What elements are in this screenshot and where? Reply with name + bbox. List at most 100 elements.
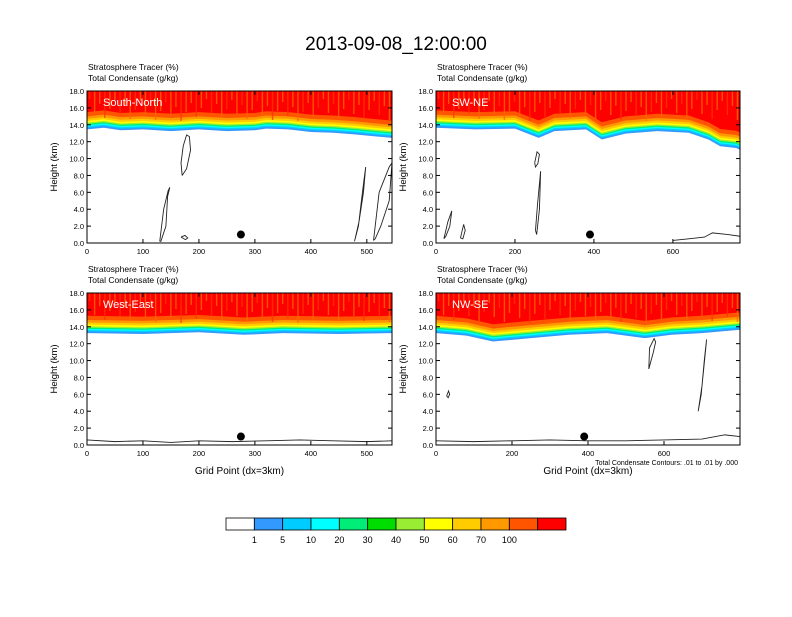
x-tick-label: 0 (85, 247, 89, 256)
colorbar-box (253, 517, 284, 531)
x-tick-label: 300 (249, 247, 262, 256)
tracer-band-9 (87, 91, 392, 121)
x-axis-label: Grid Point (dx=3km) (543, 466, 632, 477)
condensate-label: Total Condensate (g/kg) (88, 275, 178, 285)
y-tick-label: 18.0 (69, 87, 84, 96)
condensate-contour (648, 337, 657, 370)
y-axis-label: Height (km) (49, 142, 60, 191)
colorbar-label: 5 (280, 535, 285, 545)
y-tick-label: 8.0 (74, 373, 84, 382)
y-tick-label: 0.0 (423, 441, 433, 450)
condensate-contour (460, 224, 466, 240)
y-axis-label: Height (km) (49, 344, 60, 393)
x-tick-label: 600 (658, 449, 671, 458)
y-tick-label: 8.0 (423, 171, 433, 180)
y-tick-label: 2.0 (423, 222, 433, 231)
colorbar-label: 70 (476, 535, 486, 545)
colorbar-box (537, 517, 567, 531)
y-tick-label: 0.0 (423, 239, 433, 248)
condensate-contour (354, 166, 367, 242)
location-marker (585, 230, 594, 239)
colorbar-label: 40 (391, 535, 401, 545)
panel-south-north: South-North Stratosphere Tracer (%)Total … (49, 62, 393, 256)
y-tick-label: 4.0 (74, 407, 84, 416)
y-tick-label: 14.0 (418, 121, 433, 130)
tracer-label: Stratosphere Tracer (%) (88, 264, 179, 274)
x-tick-label: 100 (137, 449, 150, 458)
y-tick-label: 16.0 (69, 306, 84, 315)
y-tick-label: 16.0 (418, 306, 433, 315)
condensate-contour (534, 150, 540, 169)
condensate-label: Total Condensate (g/kg) (88, 73, 178, 83)
x-tick-label: 600 (667, 247, 680, 256)
x-tick-label: 200 (506, 449, 519, 458)
y-tick-label: 12.0 (418, 340, 433, 349)
y-tick-label: 18.0 (69, 289, 84, 298)
condensate-contour (443, 210, 453, 240)
panel-name: West-East (103, 299, 154, 311)
colorbar-box (395, 517, 425, 531)
y-tick-label: 0.0 (74, 239, 84, 248)
y-tick-label: 12.0 (418, 138, 433, 147)
y-tick-label: 4.0 (423, 205, 433, 214)
colorbar-box (367, 517, 397, 531)
tracer-band-9 (87, 293, 392, 318)
tracer-label: Stratosphere Tracer (%) (88, 62, 179, 72)
y-tick-label: 8.0 (423, 373, 433, 382)
condensate-contour (373, 161, 392, 241)
x-tick-label: 100 (137, 247, 150, 256)
y-axis-label: Height (km) (398, 142, 409, 191)
colorbar-label: 30 (363, 535, 373, 545)
colorbar-box (508, 517, 539, 531)
condensate-contour (436, 434, 740, 443)
y-tick-label: 10.0 (418, 357, 433, 366)
colorbar-label: 100 (502, 535, 517, 545)
condensate-contour (697, 339, 708, 412)
condensate-contour (180, 134, 191, 176)
x-tick-label: 200 (193, 449, 206, 458)
panel-west-east: West-East Stratosphere Tracer (%)Total Co… (49, 264, 393, 477)
y-tick-label: 8.0 (74, 171, 84, 180)
plot-frame (435, 90, 741, 244)
condensate-contour (87, 439, 392, 443)
colorbar: 1 5 10 20 30 40 50 60 70 100 (225, 517, 567, 545)
colorbar-box (423, 517, 454, 531)
y-tick-label: 10.0 (418, 155, 433, 164)
x-tick-label: 400 (305, 449, 318, 458)
y-tick-label: 14.0 (69, 121, 84, 130)
panel-name: SW-NE (452, 97, 488, 109)
y-tick-label: 4.0 (74, 205, 84, 214)
colorbar-label: 10 (306, 535, 316, 545)
y-tick-label: 2.0 (423, 424, 433, 433)
colorbar-label: 20 (334, 535, 344, 545)
y-tick-label: 16.0 (69, 104, 84, 113)
x-tick-label: 500 (361, 449, 374, 458)
contour-footnote: Total Condensate Contours: .01 to .01 by… (595, 460, 738, 467)
x-tick-label: 200 (509, 247, 522, 256)
condensate-label: Total Condensate (g/kg) (437, 73, 527, 83)
condensate-contour (672, 232, 740, 241)
figure-title: 2013-09-08_12:00:00 (305, 34, 487, 55)
condensate-contour (159, 187, 171, 242)
y-tick-label: 14.0 (418, 323, 433, 332)
panel-name: NW-SE (452, 299, 488, 311)
x-tick-label: 0 (434, 247, 438, 256)
condensate-label: Total Condensate (g/kg) (437, 275, 527, 285)
location-marker (236, 432, 245, 441)
y-tick-label: 2.0 (74, 424, 84, 433)
condensate-contour (446, 389, 451, 399)
x-axis-label: Grid Point (dx=3km) (195, 466, 284, 477)
y-tick-label: 0.0 (74, 441, 84, 450)
y-tick-label: 2.0 (74, 222, 84, 231)
colorbar-label: 60 (448, 535, 458, 545)
colorbar-label: 1 (252, 535, 257, 545)
y-tick-label: 6.0 (423, 390, 433, 399)
colorbar-box (338, 517, 369, 531)
y-tick-label: 18.0 (418, 87, 433, 96)
condensate-contour (535, 171, 542, 235)
y-tick-label: 14.0 (69, 323, 84, 332)
y-axis-label: Height (km) (398, 344, 409, 393)
y-tick-label: 18.0 (418, 289, 433, 298)
